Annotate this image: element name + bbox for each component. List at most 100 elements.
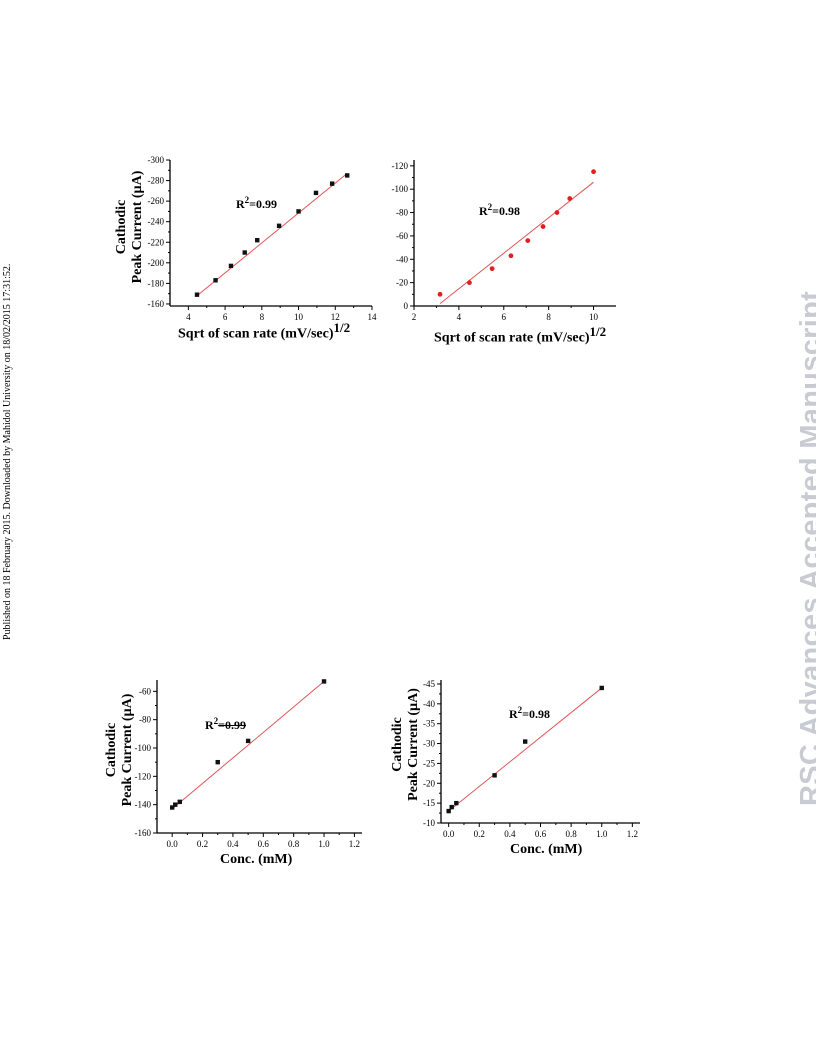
y-tick-label: -80: [139, 715, 151, 725]
data-point: [449, 804, 454, 810]
y-tick-label: -40: [423, 699, 435, 709]
y-axis-title-line1: Cathodic: [390, 717, 405, 772]
x-axis-title-text: Conc. (mM): [220, 852, 293, 867]
x-axis-title-text: Sqrt of scan rate (mV/sec): [178, 326, 334, 342]
r-squared-value: =0.98: [522, 707, 551, 721]
x-tick-label: 8: [260, 312, 265, 322]
x-tick-label: 0.0: [443, 829, 455, 839]
data-point: [245, 738, 251, 744]
y-tick-label: -25: [423, 758, 435, 768]
x-tick-label: 14: [368, 312, 378, 322]
y-tick-label: -20: [396, 278, 408, 288]
x-tick-label: 6: [223, 312, 228, 322]
r-squared-annotation: R2=0.99: [205, 716, 246, 733]
x-tick-label: 0.2: [197, 839, 208, 849]
y-tick-label: -160: [135, 828, 152, 838]
x-tick-label: 0.0: [167, 839, 179, 849]
data-point: [173, 802, 178, 807]
r-squared-annotation: R2=0.98: [509, 705, 550, 722]
y-tick-label: -180: [148, 278, 165, 288]
data-point: [194, 292, 200, 297]
data-point: [540, 224, 546, 229]
journal-watermark: RSC Advances Accepted Manuscript: [795, 290, 816, 806]
x-axis-title: Sqrt of scan rate (mV/sec)1/2: [434, 324, 606, 347]
x-axis-title: Conc. (mM): [220, 852, 292, 868]
x-tick-label: 1.2: [627, 829, 638, 839]
r-squared-annotation: R2=0.98: [479, 202, 520, 219]
x-tick-label: 1.0: [596, 829, 608, 839]
y-axis-title-line2: Peak Current (µA): [120, 693, 135, 807]
y-tick-label: -220: [148, 237, 165, 247]
data-point: [599, 685, 604, 691]
r-squared-value: =0.98: [492, 204, 521, 218]
x-axis-title-sup: 1/2: [589, 324, 607, 339]
x-axis-title-sup: 1/2: [333, 320, 351, 335]
data-point: [329, 181, 335, 186]
x-tick-label: 1.0: [318, 839, 330, 849]
y-axis-title: Cathodic Peak Current (µA): [114, 162, 146, 292]
data-point: [591, 169, 596, 175]
r-squared-sup: 2: [487, 202, 493, 212]
data-point: [296, 209, 301, 214]
y-tick-label: -15: [423, 798, 435, 808]
data-point: [177, 799, 182, 805]
y-tick-label: -40: [396, 254, 408, 264]
y-tick-label: -80: [396, 208, 408, 218]
data-point: [525, 238, 531, 243]
x-tick-label: 0.8: [565, 829, 577, 839]
data-point: [313, 190, 319, 196]
x-tick-label: 0.8: [288, 839, 300, 849]
data-point: [492, 773, 497, 778]
y-tick-label: -140: [135, 800, 152, 810]
x-tick-label: 8: [546, 312, 551, 322]
y-tick-label: -160: [148, 299, 165, 309]
data-point: [345, 173, 350, 178]
x-tick-label: 10: [294, 312, 304, 322]
y-axis-title-line2: Peak Current (µA): [130, 170, 145, 284]
data-point: [169, 805, 175, 810]
x-tick-label: 2: [412, 312, 417, 322]
y-tick-label: -120: [135, 771, 152, 781]
r-squared-prefix: R: [479, 204, 488, 218]
x-axis-title-text: Sqrt of scan rate (mV/sec): [434, 330, 590, 346]
fit-line: [171, 681, 325, 810]
y-axis-title-line2: Peak Current (µA): [406, 688, 421, 801]
x-tick-label: 0.6: [258, 839, 270, 849]
x-tick-label: 4: [186, 312, 191, 322]
r-squared-prefix: R: [205, 718, 214, 732]
r-squared-value: =0.99: [249, 197, 278, 211]
data-point: [213, 278, 218, 283]
fit-line: [439, 181, 594, 305]
data-point: [489, 266, 495, 272]
y-axis-title-line1: Cathodic: [114, 199, 129, 255]
y-tick-label: -100: [392, 184, 409, 194]
data-point: [215, 759, 220, 765]
r-squared-annotation: R2=0.99: [236, 195, 277, 212]
y-axis-title: Cathodic Peak Current (µA): [390, 677, 422, 812]
y-tick-label: -35: [423, 719, 435, 729]
x-tick-label: 0.6: [535, 829, 547, 839]
x-tick-label: 0.4: [504, 829, 516, 839]
r-squared-sup: 2: [244, 195, 250, 205]
y-tick-label: -60: [139, 686, 151, 696]
data-point: [567, 196, 573, 201]
data-point: [228, 263, 234, 269]
y-tick-label: -120: [392, 161, 409, 171]
y-tick-label: -10: [423, 818, 435, 828]
data-point: [321, 679, 327, 684]
r-squared-sup: 2: [517, 705, 523, 715]
x-axis-title-text: Conc. (mM): [510, 842, 583, 857]
y-tick-label: 0: [404, 301, 409, 311]
x-tick-label: 10: [589, 312, 599, 322]
download-notice: Published on 18 February 2015. Downloade…: [2, 263, 13, 640]
x-tick-label: 6: [502, 312, 507, 322]
y-axis-title-line1: Cathodic: [104, 722, 119, 778]
y-tick-label: -20: [423, 778, 435, 788]
